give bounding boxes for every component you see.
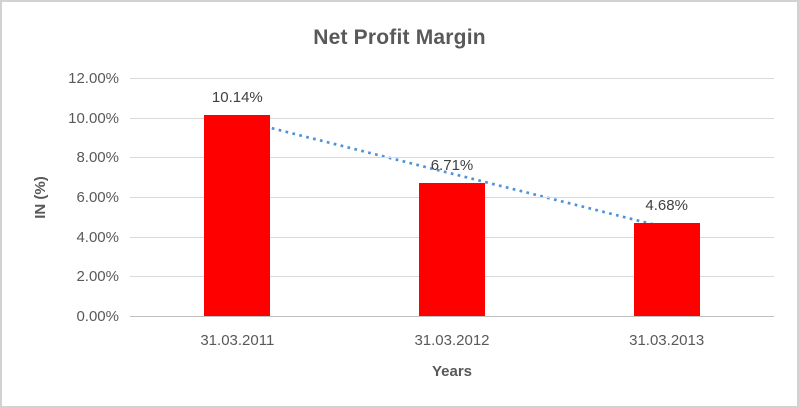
x-tick-label: 31.03.2011 xyxy=(200,332,275,349)
gridline xyxy=(130,117,774,119)
y-tick-label: 6.00% xyxy=(76,189,119,206)
data-label: 6.71% xyxy=(430,156,474,174)
trendline xyxy=(237,118,667,230)
gridline xyxy=(130,78,774,79)
bar-31.03.2012 xyxy=(419,182,485,316)
y-tick-label: 10.00% xyxy=(68,109,119,127)
y-tick-label: 8.00% xyxy=(76,149,119,167)
data-label: 10.14% xyxy=(211,88,263,106)
chart-title: Net Profit Margin xyxy=(313,26,486,49)
plot-area: 10.14% 6.71% 4.68% xyxy=(130,78,774,317)
bar-31.03.2011 xyxy=(204,114,271,316)
gridline xyxy=(130,157,774,159)
y-tick-label: 0.00% xyxy=(76,308,119,325)
data-label: 4.68% xyxy=(645,197,688,215)
bar-31.03.2013 xyxy=(633,223,700,316)
y-tick-label: 4.00% xyxy=(76,228,119,246)
x-axis-line xyxy=(130,316,774,317)
x-tick-label: 31.03.2012 xyxy=(414,332,490,349)
x-tick-label: 31.03.2013 xyxy=(629,332,705,349)
x-axis-title: Years xyxy=(431,363,473,380)
y-tick-label: 12.00% xyxy=(68,70,119,87)
trendline-path xyxy=(237,118,667,230)
y-tick-label: 2.00% xyxy=(76,268,119,286)
